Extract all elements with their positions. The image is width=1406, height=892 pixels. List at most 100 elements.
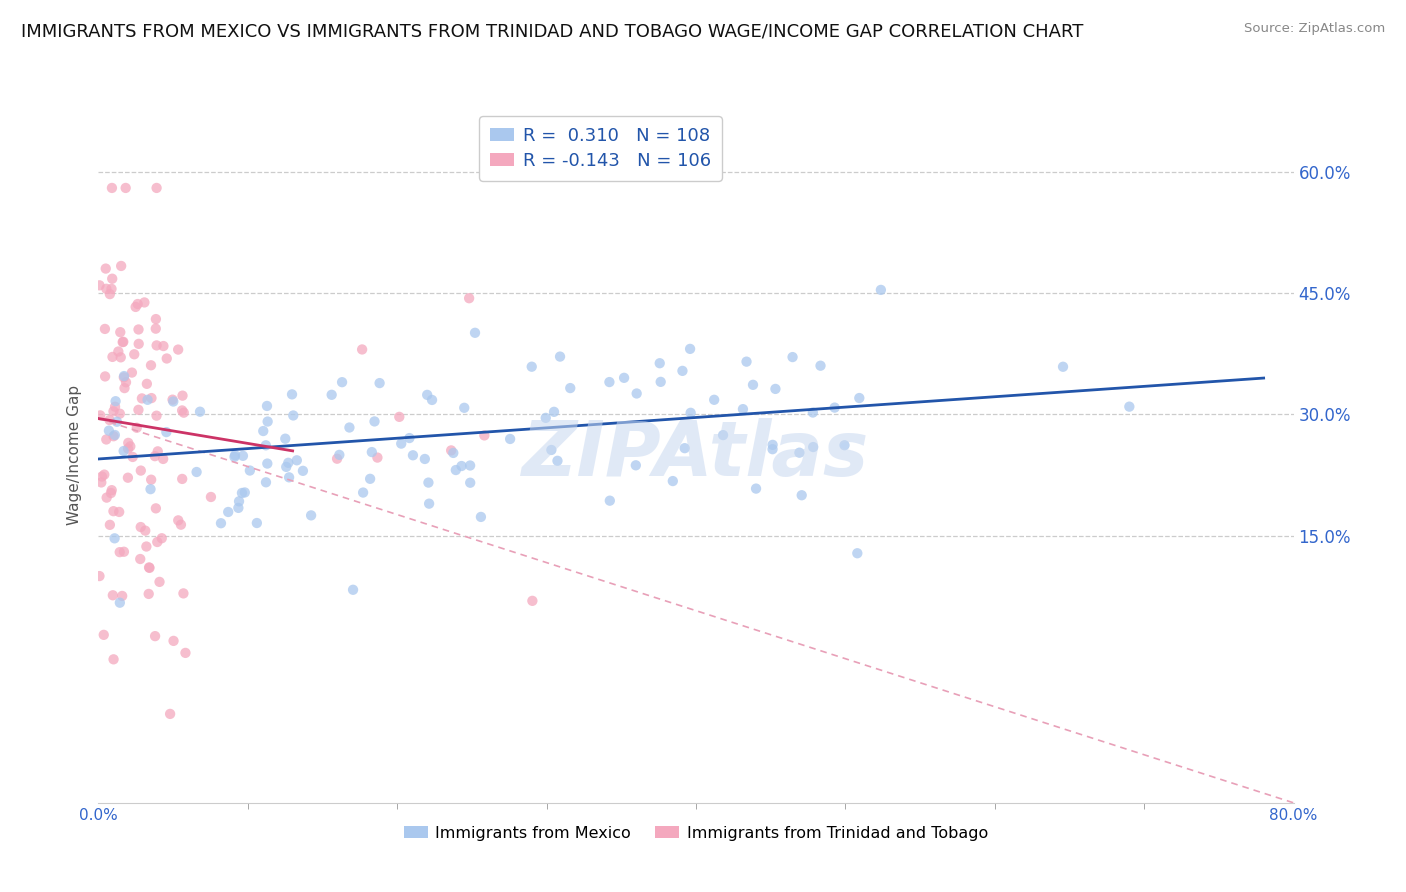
Y-axis label: Wage/Income Gap: Wage/Income Gap [67,384,83,525]
Point [789,445,811,459]
Text: ZIPAtlas: ZIPAtlas [522,418,870,491]
Point [94,322,117,336]
Point [129,464,152,478]
Point [134,524,156,538]
Point [703,392,725,407]
Point [389,436,412,450]
Point [256,415,278,429]
Point [129,520,152,534]
Point [228,494,250,508]
Point [103,652,125,666]
Point [145,501,167,516]
Point [162,394,184,409]
Point [522,594,544,608]
Point [91,469,114,483]
Point [762,438,785,452]
Point [138,561,160,575]
Point [368,376,391,390]
Point [138,560,160,574]
Point [89,409,111,423]
Legend: Immigrants from Mexico, Immigrants from Trinidad and Tobago: Immigrants from Mexico, Immigrants from … [396,819,995,847]
Point [464,326,486,340]
Point [363,414,385,428]
Point [458,475,481,490]
Point [440,443,463,458]
Point [650,375,672,389]
Point [735,354,758,368]
Point [291,464,314,478]
Point [98,517,121,532]
Point [416,388,439,402]
Point [108,596,131,610]
Point [98,287,121,301]
Point [352,485,374,500]
Point [96,433,118,447]
Point [599,493,621,508]
Point [824,401,846,415]
Point [801,440,824,454]
Point [742,377,765,392]
Point [108,407,131,421]
Point [152,451,174,466]
Point [103,504,125,518]
Point [321,388,343,402]
Point [159,706,181,721]
Point [94,261,117,276]
Point [276,459,298,474]
Point [110,351,132,365]
Point [330,375,353,389]
Point [112,369,135,384]
Point [209,516,232,531]
Point [543,405,565,419]
Point [520,359,543,374]
Point [366,450,388,465]
Point [231,486,253,500]
Point [89,278,111,293]
Point [121,366,143,380]
Point [141,473,163,487]
Point [679,342,702,356]
Point [104,428,127,442]
Point [470,510,492,524]
Point [112,334,135,349]
Point [134,295,156,310]
Point [232,449,254,463]
Point [103,404,125,418]
Point [626,386,648,401]
Point [170,517,193,532]
Point [790,488,813,502]
Point [146,535,169,549]
Point [121,450,143,464]
Point [138,587,160,601]
Point [246,516,269,530]
Point [598,375,620,389]
Point [135,540,157,554]
Point [174,646,197,660]
Point [96,491,118,505]
Point [162,633,184,648]
Point [101,588,124,602]
Point [186,465,208,479]
Point [172,403,194,417]
Point [114,181,136,195]
Point [274,432,297,446]
Point [105,415,128,429]
Point [560,381,582,395]
Point [146,444,169,458]
Point [846,546,869,560]
Point [89,569,111,583]
Point [172,586,194,600]
Point [128,336,150,351]
Point [299,508,322,523]
Point [326,451,349,466]
Point [281,387,304,401]
Point [100,486,122,500]
Point [801,405,824,419]
Point [239,464,262,478]
Point [112,444,135,458]
Point [731,402,754,417]
Point [765,382,787,396]
Point [156,351,179,366]
Point [114,381,136,395]
Point [671,364,693,378]
